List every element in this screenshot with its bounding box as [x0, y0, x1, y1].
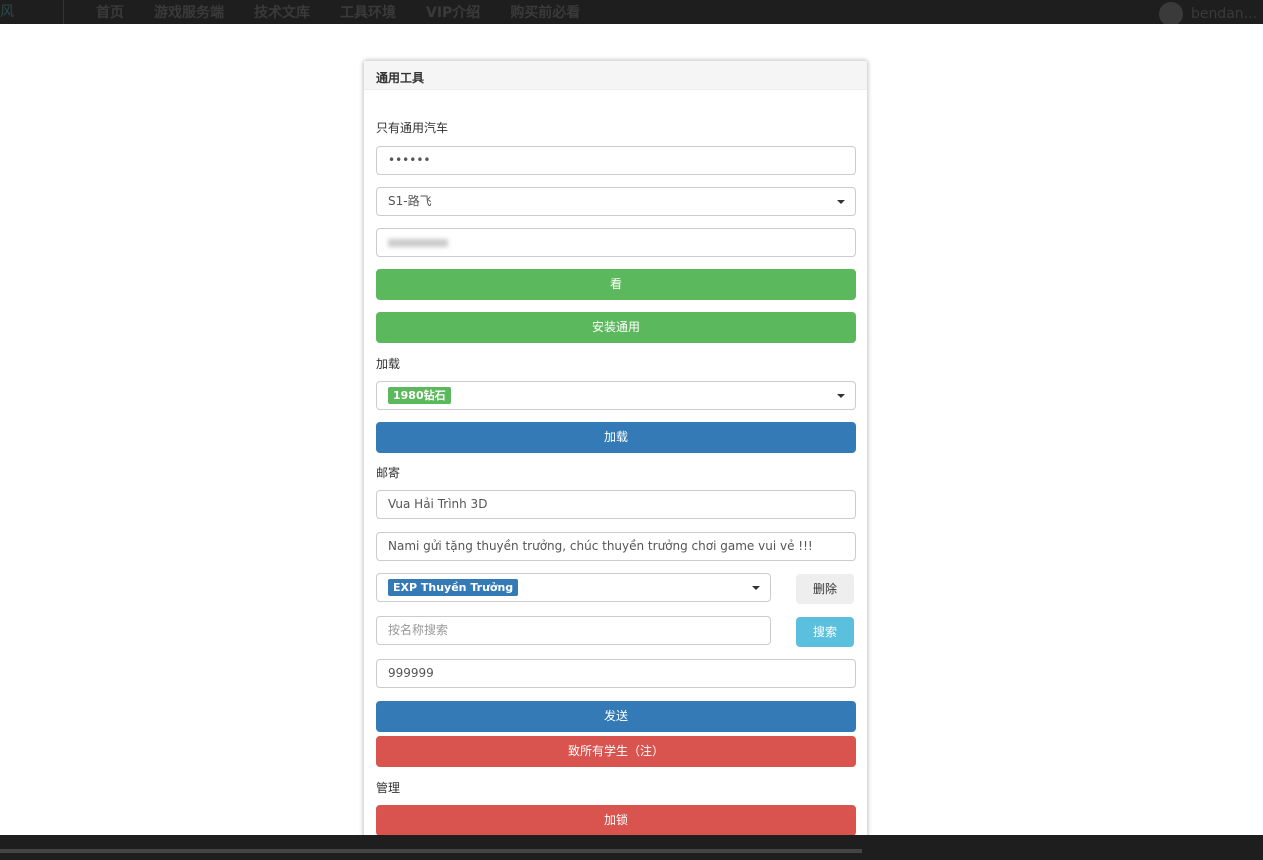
avatar	[1158, 2, 1183, 24]
horizontal-scrollbar[interactable]	[0, 849, 862, 853]
username: bendan...	[1190, 6, 1257, 22]
nav-vip[interactable]: VIP介绍	[426, 5, 481, 21]
search-input[interactable]: 按名称搜索	[376, 616, 771, 645]
selected-tag: EXP Thuyền Trưởng	[388, 579, 519, 596]
server-select[interactable]: S1-路飞	[376, 187, 856, 216]
user-menu[interactable]: bendan...	[1158, 2, 1257, 24]
load-select[interactable]: 1980钻石	[376, 381, 856, 410]
mail-label: 邮寄	[376, 466, 401, 480]
load-button[interactable]: 加载	[376, 422, 856, 453]
mail-content-input[interactable]: Nami gửi tặng thuyền trưởng, chúc thuyền…	[376, 532, 856, 561]
caret-down-icon	[837, 200, 845, 204]
panel-title: 通用工具	[364, 61, 867, 90]
search-button[interactable]: 搜索	[796, 617, 854, 647]
section-label: 只有通用汽车	[376, 121, 449, 135]
selected-tag: 1980钻石	[388, 387, 451, 404]
load-label: 加载	[376, 357, 401, 371]
item-select[interactable]: EXP Thuyền Trưởng	[376, 573, 771, 602]
manage-label: 管理	[376, 781, 401, 795]
nav-home[interactable]: 首页	[96, 5, 124, 21]
nav-game-server[interactable]: 游戏服务端	[154, 5, 224, 21]
install-button[interactable]: 安装通用	[376, 312, 856, 343]
caret-down-icon	[752, 586, 760, 590]
nav-before-buy[interactable]: 购买前必看	[510, 5, 581, 21]
nav-tech-library[interactable]: 技术文库	[254, 5, 310, 21]
delete-button[interactable]: 删除	[796, 574, 854, 604]
send-all-button[interactable]: 致所有学生（注）	[376, 736, 856, 767]
top-navbar: 风 首页 游戏服务端 技术文库 工具环境 VIP介绍 购买前必看 bendan.…	[0, 0, 1263, 24]
caret-down-icon	[837, 394, 845, 398]
quantity-input[interactable]: 999999	[376, 659, 856, 688]
logo[interactable]: 风	[0, 0, 64, 24]
lock-button[interactable]: 加锁	[376, 805, 856, 836]
send-button[interactable]: 发送	[376, 701, 856, 732]
bottom-bar	[0, 835, 1263, 860]
redacted-value	[388, 238, 448, 247]
general-tools-panel: 通用工具 只有通用汽车 •••••• S1-路飞 看 安装通用 加载 1980钻…	[363, 60, 868, 860]
server-select-value: S1-路飞	[388, 194, 432, 208]
view-button[interactable]: 看	[376, 269, 856, 300]
mail-title-input[interactable]: Vua Hải Trình 3D	[376, 490, 856, 519]
password-input[interactable]: ••••••	[376, 146, 856, 175]
nav-tools[interactable]: 工具环境	[340, 5, 396, 21]
account-input[interactable]	[376, 228, 856, 257]
